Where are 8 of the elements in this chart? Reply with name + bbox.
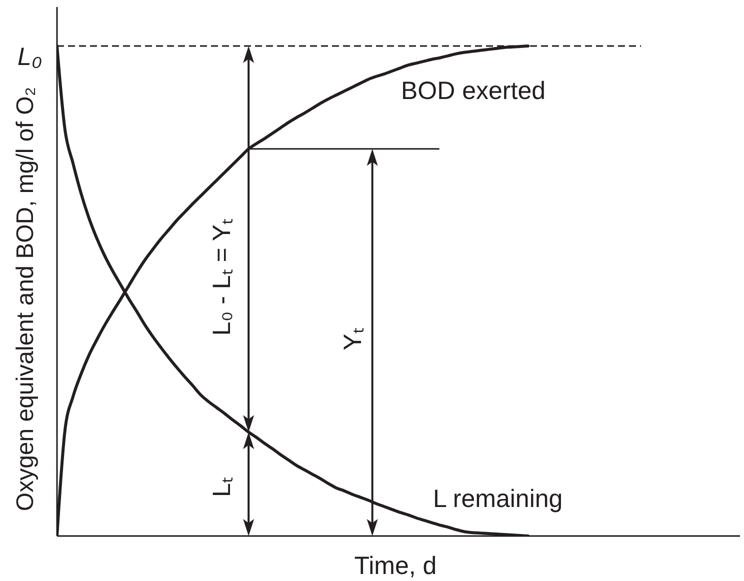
annotation: L₀ - Lₜ = Yₜ (208, 218, 236, 336)
series-label: L remaining (433, 485, 563, 513)
y-axis-title: Oxygen equivalent and BOD, mg/l of O₂ (12, 86, 39, 512)
annotation: Yₜ (339, 328, 367, 350)
x-axis-title: Time, d (354, 552, 437, 580)
series-label: BOD exerted (401, 77, 546, 105)
ref-line-label: L₀ (18, 43, 42, 71)
annotation: Lₜ (208, 477, 236, 497)
